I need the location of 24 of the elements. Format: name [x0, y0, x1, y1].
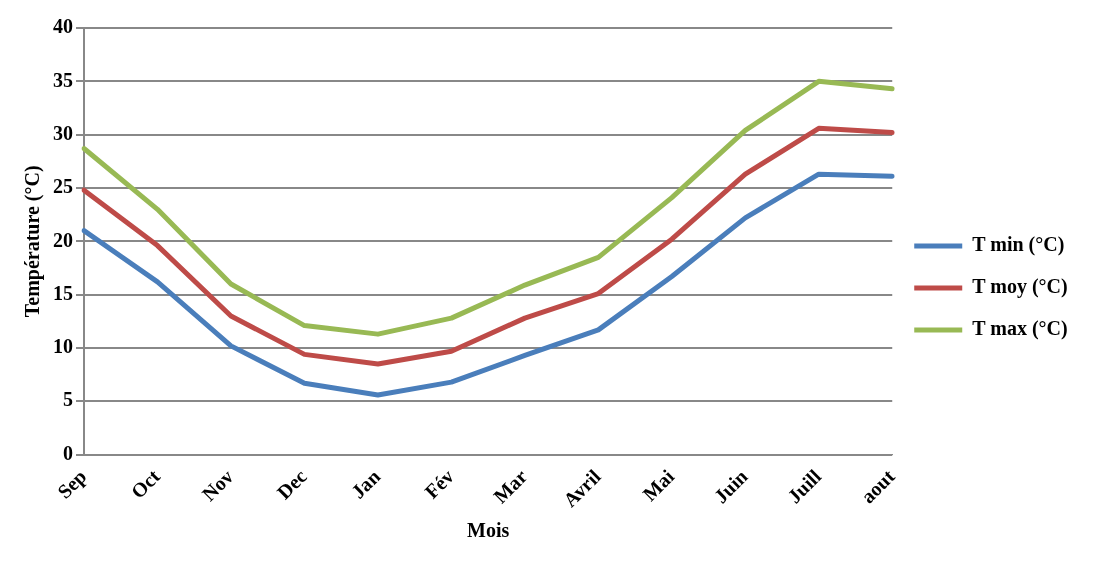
y-tick-label: 15	[53, 281, 73, 304]
legend-label: T moy (°C)	[972, 275, 1068, 299]
x-axis-title: Mois	[467, 519, 510, 542]
y-tick-label: 5	[63, 388, 73, 411]
x-tick-label: Nov	[197, 465, 238, 505]
y-tick-label: 0	[63, 441, 73, 464]
x-tick-label: aout	[856, 464, 899, 508]
x-tick-label: Jan	[346, 465, 385, 503]
x-tick-label: Mar	[489, 465, 532, 508]
x-tick-label: Juin	[709, 465, 752, 508]
y-tick-label: 20	[53, 228, 73, 251]
x-tick-label: Oct	[126, 464, 165, 503]
y-tick-label: 40	[53, 15, 73, 38]
y-axis-title: Température (°C)	[21, 165, 45, 318]
y-tick-label: 25	[53, 175, 73, 198]
x-tick-label: Sep	[52, 465, 92, 504]
y-tick-label: 35	[53, 68, 73, 91]
x-tick-label: Mai	[638, 464, 679, 505]
x-tick-label: Fév	[420, 465, 458, 503]
x-tick-label: Dec	[272, 464, 311, 504]
legend-label: T max (°C)	[972, 317, 1068, 341]
y-tick-label: 10	[53, 335, 73, 358]
legend-label: T min (°C)	[972, 233, 1065, 257]
y-tick-label: 30	[53, 121, 73, 144]
